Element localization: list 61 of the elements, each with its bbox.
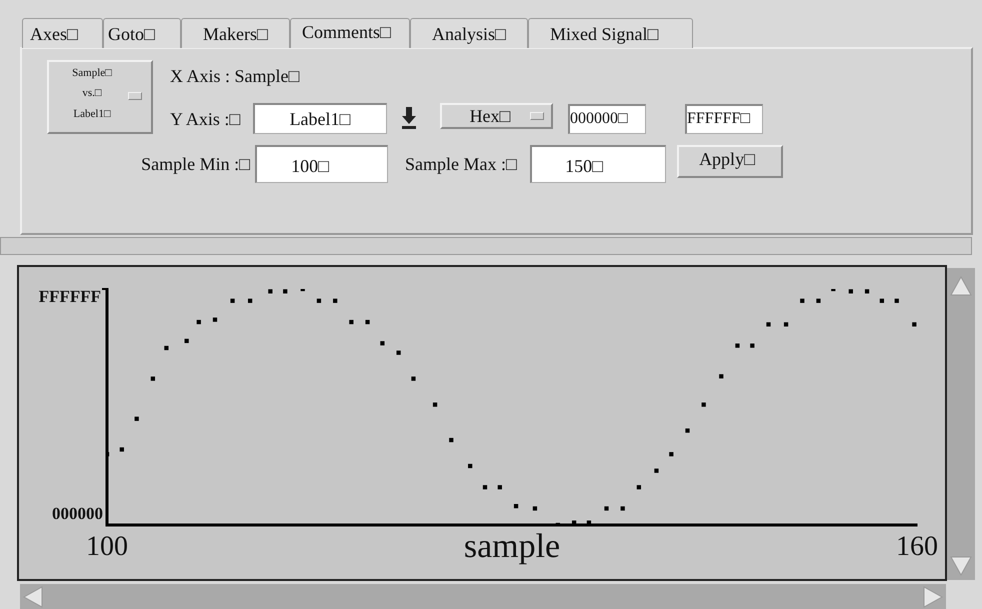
point	[864, 289, 870, 294]
point	[134, 416, 139, 421]
point	[411, 376, 416, 381]
text: Comments□	[302, 22, 391, 42]
text: Makers□	[203, 24, 268, 44]
text: 000000	[52, 504, 103, 523]
point	[396, 350, 401, 355]
point	[333, 298, 338, 303]
text: Label1□	[288, 109, 352, 129]
point	[636, 485, 642, 490]
point	[735, 344, 740, 348]
text: Mixed Signal□	[550, 24, 658, 44]
text: Label1□	[72, 108, 112, 120]
x-tick-label: 160	[896, 531, 938, 562]
x-axis-title: sample	[464, 528, 560, 565]
point	[702, 402, 706, 407]
text: vs.□	[81, 87, 103, 99]
text: Analysis□	[432, 24, 506, 44]
text: 000000□	[570, 110, 628, 127]
point	[184, 338, 189, 344]
point	[268, 289, 272, 294]
text: Sample Min :□	[140, 154, 250, 174]
point	[800, 298, 804, 303]
point	[432, 402, 438, 407]
text: Sample□	[71, 67, 113, 79]
point	[196, 320, 201, 324]
point	[654, 468, 659, 473]
point	[380, 341, 385, 346]
point	[349, 320, 354, 324]
point	[620, 506, 625, 511]
text: Axes□	[30, 24, 78, 44]
text: Goto□	[108, 24, 155, 44]
point	[912, 322, 916, 327]
text: X Axis : Sample□	[170, 66, 300, 86]
point	[719, 374, 724, 378]
text: 100□	[290, 156, 330, 176]
point	[750, 344, 754, 348]
text: Apply□	[698, 149, 756, 169]
point	[449, 438, 454, 442]
text: FFFFFF	[38, 286, 101, 306]
text: FFFFFF□	[687, 110, 750, 127]
point	[880, 298, 884, 303]
point	[848, 289, 853, 294]
point	[316, 298, 322, 303]
point	[283, 289, 288, 294]
point	[212, 318, 218, 322]
point	[482, 485, 488, 490]
text: 150□	[564, 156, 604, 176]
text: Sample Max :□	[405, 154, 517, 174]
text: Y Axis :□	[170, 109, 240, 129]
point	[498, 485, 502, 490]
point	[150, 376, 156, 381]
point	[894, 298, 899, 303]
point	[248, 298, 252, 303]
x-tick-label: 100	[86, 531, 128, 562]
point	[230, 298, 235, 303]
point	[816, 298, 821, 303]
text: Hex□	[468, 106, 512, 126]
point	[468, 464, 472, 468]
point	[120, 447, 124, 452]
point	[669, 452, 674, 456]
